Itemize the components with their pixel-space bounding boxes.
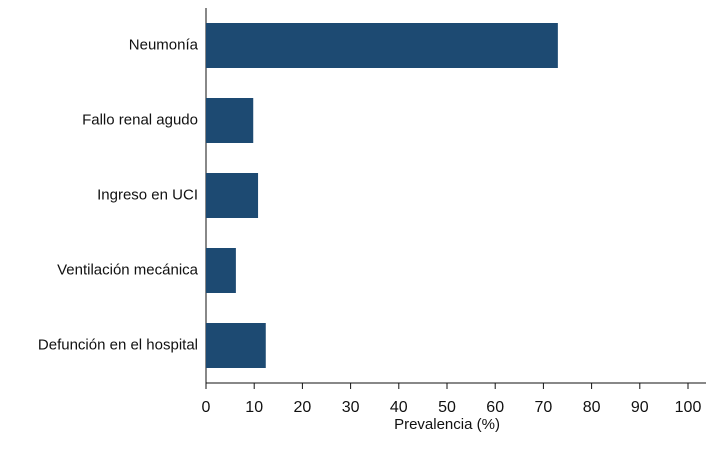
x-tick-label: 20 [294, 399, 312, 416]
x-tick-label: 80 [583, 399, 601, 416]
x-tick-label: 90 [631, 399, 649, 416]
y-tick-label: Neumonía [129, 36, 199, 53]
x-tick-label: 10 [245, 399, 263, 416]
x-axis-label: Prevalencia (%) [394, 416, 500, 433]
x-tick-label: 0 [202, 399, 211, 416]
y-tick-label: Fallo renal agudo [82, 111, 198, 128]
x-tick-label: 50 [438, 399, 456, 416]
bar [206, 323, 266, 368]
x-tick-label: 60 [486, 399, 504, 416]
x-tick-label: 100 [675, 399, 702, 416]
x-tick-label: 40 [390, 399, 408, 416]
bar [206, 248, 236, 293]
bar [206, 173, 259, 218]
x-tick-label: 30 [342, 399, 360, 416]
bar [206, 98, 254, 143]
bar [206, 23, 558, 68]
y-tick-label: Ingreso en UCI [97, 186, 198, 203]
y-tick-label: Defunción en el hospital [38, 336, 198, 353]
x-tick-label: 70 [535, 399, 553, 416]
y-tick-label: Ventilación mecánica [57, 261, 199, 278]
